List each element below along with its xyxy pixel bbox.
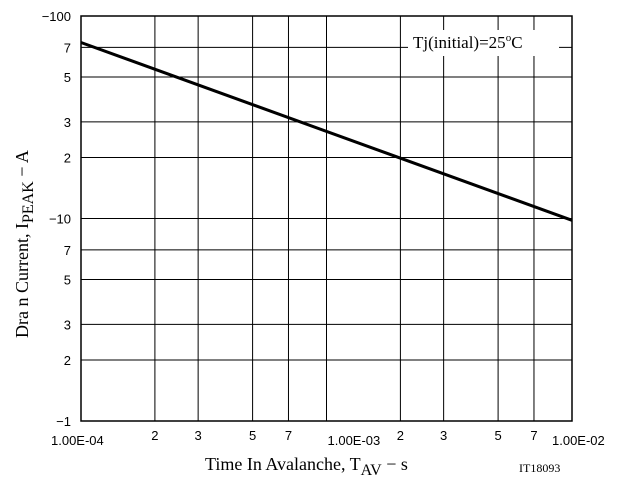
y-tick-label: 2 <box>64 151 71 166</box>
x-tick-label: 3 <box>195 428 202 443</box>
x-tick-label: 7 <box>530 428 537 443</box>
y-axis-title: Dra n Current, IPEAK − A <box>12 150 37 338</box>
y-tick-label: 2 <box>64 353 71 368</box>
y-tick-label: 5 <box>64 272 71 287</box>
series-line <box>80 41 573 222</box>
x-tick-label: 5 <box>494 428 501 443</box>
x-tick-label: 1.00E-03 <box>328 433 381 448</box>
figure-id: IT18093 <box>519 461 560 475</box>
x-tick-label: 7 <box>285 428 292 443</box>
x-tick-label: 2 <box>397 428 404 443</box>
y-tick-label: −10 <box>49 212 71 227</box>
y-tick-label: 7 <box>64 243 71 258</box>
x-tick-label: 1.00E-02 <box>552 433 605 448</box>
x-tick-labels: 1.00E-04 2 3 5 7 1.00E-03 2 3 5 7 1.00E-02 <box>51 428 605 448</box>
x-tick-label: 2 <box>151 428 158 443</box>
annotation-box <box>408 30 559 56</box>
x-axis-title: Time In Avalanche, TAV − s <box>205 454 408 479</box>
x-tick-label: 1.00E-04 <box>51 433 104 448</box>
y-tick-label: −100 <box>42 9 71 24</box>
plot-frame <box>80 15 573 422</box>
y-tick-label: −1 <box>56 414 71 429</box>
y-tick-label: 7 <box>64 40 71 55</box>
series-layer <box>80 41 573 222</box>
annotation-label: Tj(initial)=25oC <box>413 32 523 52</box>
y-tick-label: 3 <box>64 317 71 332</box>
x-tick-label: 5 <box>249 428 256 443</box>
x-tick-label: 3 <box>440 428 447 443</box>
y-tick-labels: −100 7 5 3 2 −10 7 5 3 2 −1 <box>42 9 71 429</box>
y-tick-label: 3 <box>64 115 71 130</box>
y-tick-label: 5 <box>64 70 71 85</box>
